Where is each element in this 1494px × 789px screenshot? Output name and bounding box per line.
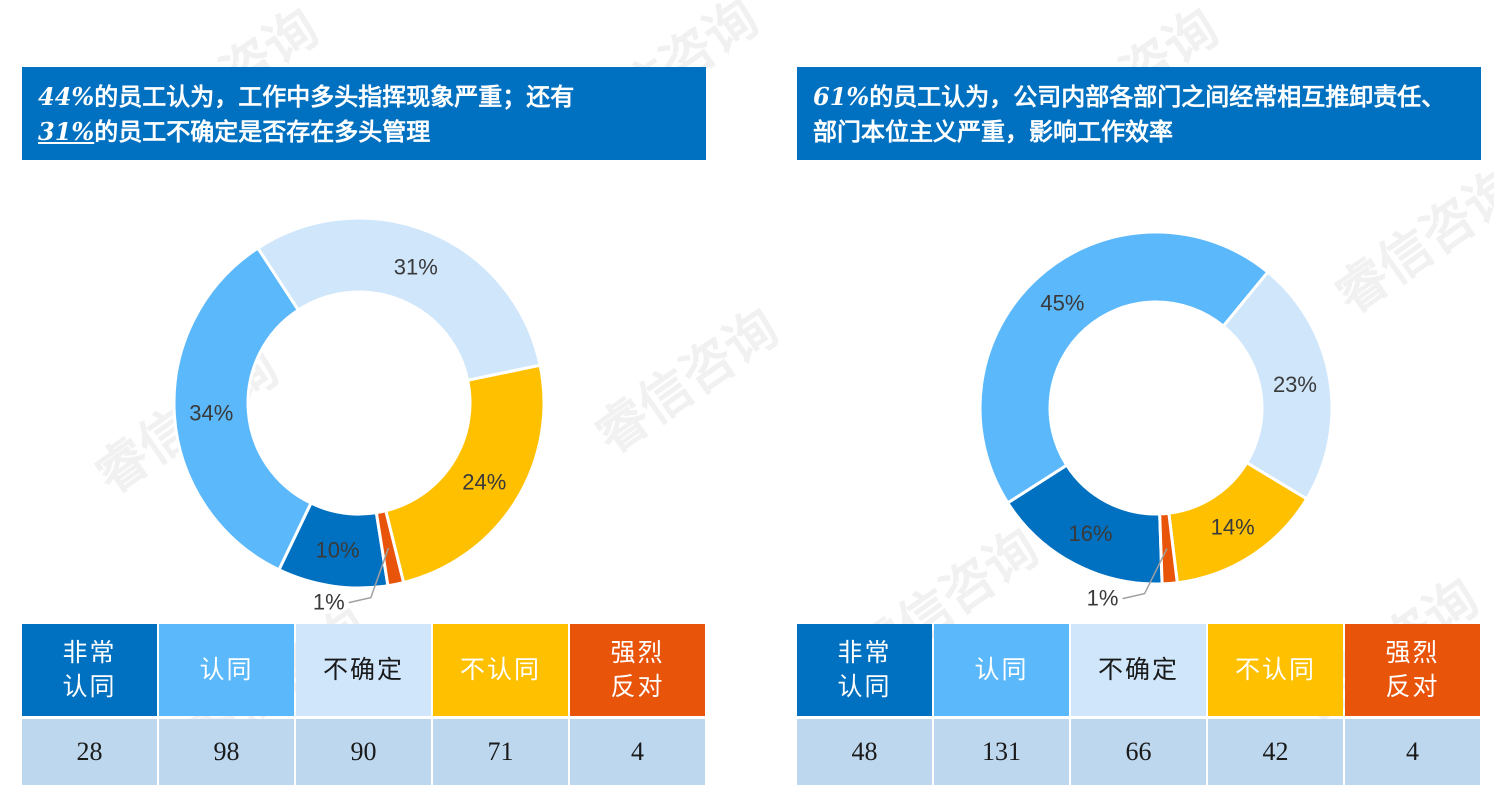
- label-unsure: 23%: [1273, 372, 1317, 397]
- right-banner: 61%的员工认为，公司内部各部门之间经常相互推卸责任、部门本位主义严重，影响工作…: [797, 67, 1481, 160]
- count-disagree: 42: [1208, 719, 1343, 785]
- left-banner: 44%的员工认为，工作中多头指挥现象严重；还有 31%的员工不确定是否存在多头管…: [22, 67, 706, 160]
- slice-agree: [978, 230, 1270, 505]
- leader-line: [348, 547, 390, 604]
- legend-unsure: 不确定: [1071, 624, 1206, 716]
- count-disagree: 71: [433, 719, 568, 785]
- legend-strongly-agree: 非常 认同: [797, 624, 932, 716]
- right-legend-row: 非常 认同 认同 不确定 不认同 强烈 反对: [797, 624, 1480, 716]
- slice-strongly-disagree: [374, 508, 406, 588]
- legend-strongly-disagree: 强烈 反对: [570, 624, 705, 716]
- right-value-row: 48 131 66 42 4: [797, 719, 1480, 785]
- leader-line: [1122, 548, 1168, 600]
- legend-disagree: 不认同: [433, 624, 568, 716]
- label-unsure: 31%: [394, 254, 438, 279]
- count-strongly-disagree: 4: [1345, 719, 1480, 785]
- left-banner-text2: 的员工不确定是否存在多头管理: [94, 117, 431, 146]
- left-banner-pct1: 44%: [38, 82, 95, 111]
- slice-agree: [172, 245, 313, 572]
- right-donut-chart: 16% 45% 23% 14% 1%: [978, 230, 1334, 611]
- right-banner-pct1: 61%: [813, 82, 870, 111]
- legend-unsure: 不确定: [296, 624, 431, 716]
- left-value-row: 28 98 90 71 4: [22, 719, 705, 785]
- legend-strongly-agree: 非常 认同: [22, 624, 157, 716]
- label-agree: 45%: [1040, 291, 1084, 316]
- legend-strongly-disagree: 强烈 反对: [1345, 624, 1480, 716]
- label-agree: 34%: [189, 401, 233, 426]
- count-agree: 131: [934, 719, 1069, 785]
- slice-unsure: [1221, 269, 1334, 501]
- count-strongly-agree: 28: [22, 719, 157, 785]
- label-strongly-agree: 16%: [1068, 521, 1112, 546]
- label-strongly-agree: 10%: [316, 537, 360, 562]
- count-strongly-agree: 48: [797, 719, 932, 785]
- count-agree: 98: [159, 719, 294, 785]
- label-disagree: 24%: [462, 470, 506, 495]
- legend-disagree: 不认同: [1208, 624, 1343, 716]
- count-strongly-disagree: 4: [570, 719, 705, 785]
- left-banner-text1: 的员工认为，工作中多头指挥现象严重；还有: [94, 82, 575, 111]
- left-donut-chart: 10% 34% 31% 24% 1%: [172, 216, 546, 615]
- slice-disagree: [383, 363, 546, 585]
- label-strongly-disagree: 1%: [1087, 586, 1119, 611]
- legend-agree: 认同: [934, 624, 1069, 716]
- count-unsure: 90: [296, 719, 431, 785]
- left-banner-pct2: 31%: [38, 117, 95, 146]
- label-disagree: 14%: [1211, 514, 1255, 539]
- slice-unsure: [255, 216, 542, 383]
- legend-agree: 认同: [159, 624, 294, 716]
- left-panel: 44%的员工认为，工作中多头指挥现象严重；还有 31%的员工不确定是否存在多头管…: [22, 0, 706, 789]
- right-panel: 61%的员工认为，公司内部各部门之间经常相互推卸责任、部门本位主义严重，影响工作…: [797, 0, 1481, 789]
- left-legend-row: 非常 认同 认同 不确定 不认同 强烈 反对: [22, 624, 705, 716]
- label-strongly-disagree: 1%: [313, 590, 345, 615]
- right-banner-text1: 的员工认为，公司内部各部门之间经常相互推卸责任、部门本位主义严重，影响工作效率: [813, 82, 1446, 146]
- slice-strongly-disagree: [1158, 511, 1179, 586]
- count-unsure: 66: [1071, 719, 1206, 785]
